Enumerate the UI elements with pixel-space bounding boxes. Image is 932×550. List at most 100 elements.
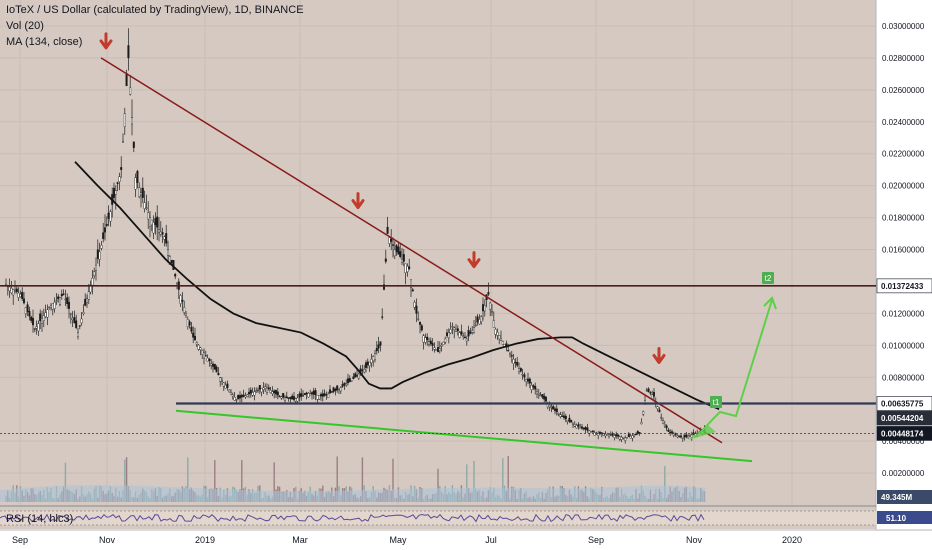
candle-body <box>60 293 63 297</box>
candle-body <box>114 190 117 195</box>
candle-body <box>278 396 281 398</box>
price-axis-background <box>876 0 932 550</box>
candle-body <box>51 303 54 310</box>
candle-body <box>384 258 387 262</box>
candle-body <box>635 433 638 436</box>
candle-body <box>379 341 382 346</box>
candle-body <box>629 435 632 439</box>
downtrend-line <box>100 57 723 444</box>
candle-body <box>48 306 51 309</box>
candle-body <box>190 326 193 332</box>
candle-body <box>345 383 348 386</box>
candle-body <box>179 295 182 304</box>
candle-body <box>548 405 551 407</box>
candle-body <box>462 335 465 337</box>
candle-body <box>37 323 40 332</box>
candle-body <box>208 358 211 362</box>
candle-body <box>287 397 290 399</box>
volume-bar <box>466 464 468 502</box>
x-tick-label: Nov <box>686 535 703 545</box>
candle-body <box>220 380 223 382</box>
candle-body <box>584 427 587 430</box>
candle-body <box>374 353 377 360</box>
candle-body <box>348 378 351 382</box>
candle-body <box>438 348 441 351</box>
candle-body <box>365 362 368 368</box>
candle-body <box>390 238 393 242</box>
candle-body <box>525 379 528 382</box>
candle-body <box>204 355 207 357</box>
candlesticks <box>4 28 706 444</box>
volume-bar <box>392 458 394 502</box>
candle-body <box>39 313 42 322</box>
arrowhead-icon <box>763 296 777 310</box>
candle-body <box>112 187 115 198</box>
candle-body <box>618 436 621 440</box>
candle-body <box>528 378 531 384</box>
candle-body <box>428 341 431 345</box>
candle-body <box>59 297 62 305</box>
candle-body <box>496 332 499 336</box>
candle-body <box>201 350 204 355</box>
candle-body <box>437 347 440 352</box>
candle-body <box>145 207 148 209</box>
candle-body <box>570 419 573 423</box>
candle-body <box>309 393 312 396</box>
candle-body <box>491 311 494 313</box>
candle-body <box>231 394 234 397</box>
candle-body <box>465 338 468 342</box>
candle-body <box>471 330 474 333</box>
candle-body <box>32 318 35 326</box>
candle-body <box>402 254 405 262</box>
candle-body <box>674 433 677 435</box>
candle-body <box>406 266 409 273</box>
candle-body <box>296 397 299 402</box>
candle-body <box>352 376 355 380</box>
candle-body <box>235 399 238 401</box>
candle-body <box>590 431 593 433</box>
candle-body <box>23 298 26 304</box>
candle-body <box>273 390 276 394</box>
candle-body <box>539 395 542 397</box>
candle-body <box>363 369 366 373</box>
peak-arrow-icon <box>99 32 113 50</box>
candle-body <box>211 363 214 367</box>
candle-body <box>613 435 616 438</box>
candle-body <box>19 294 22 297</box>
candle-body <box>87 291 90 300</box>
candle-body <box>514 361 517 364</box>
candle-body <box>224 385 227 389</box>
candle-body <box>93 271 96 277</box>
price-label-badge <box>876 426 932 441</box>
candle-body <box>21 292 24 299</box>
candle-body <box>541 394 544 398</box>
volume-bar <box>214 460 216 502</box>
candle-body <box>188 321 191 326</box>
candle-body <box>199 347 202 350</box>
volume-bar <box>664 466 666 502</box>
candle-body <box>215 366 218 373</box>
x-tick-label: 2019 <box>195 535 215 545</box>
candle-body <box>662 420 665 424</box>
candle-body <box>671 431 674 434</box>
candle-body <box>89 284 92 293</box>
candle-body <box>680 435 683 438</box>
x-tick-label: Sep <box>588 535 604 545</box>
candle-body <box>78 325 81 327</box>
x-tick-label: Nov <box>99 535 116 545</box>
candle-body <box>267 387 270 390</box>
volume-bar <box>361 457 364 502</box>
candle-body <box>683 434 686 438</box>
candle-body <box>217 372 220 376</box>
candle-body <box>282 393 285 398</box>
candle-body <box>291 395 294 400</box>
candle-body <box>165 233 168 244</box>
candle-body <box>426 336 429 340</box>
candle-body <box>442 341 445 345</box>
candle-body <box>627 434 630 437</box>
candle-body <box>622 437 625 439</box>
candle-body <box>193 335 196 341</box>
candle-body <box>626 437 629 439</box>
candle-body <box>139 192 142 196</box>
candle-body <box>681 437 684 439</box>
